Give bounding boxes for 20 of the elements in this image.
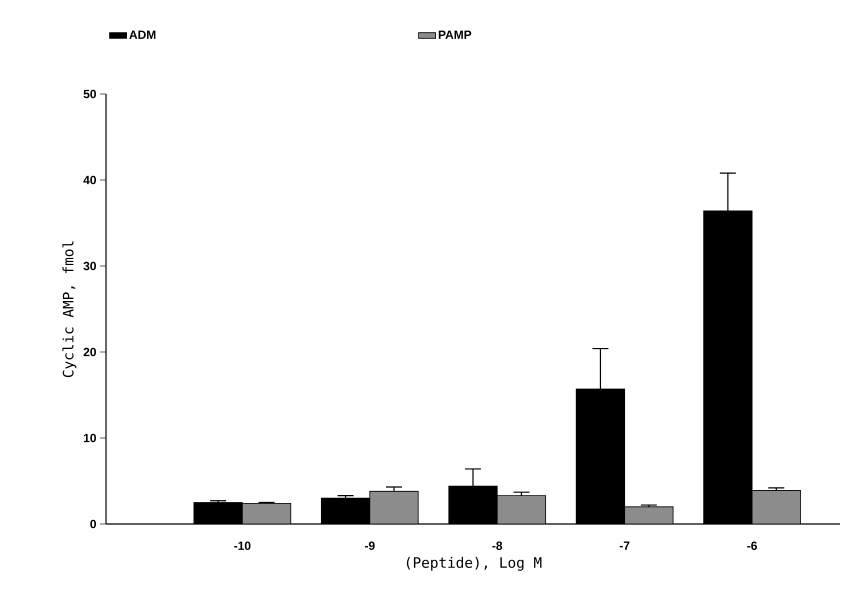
legend-label: PAMP xyxy=(438,30,472,39)
bar xyxy=(752,490,801,524)
y-tick-label: 50 xyxy=(84,90,96,98)
x-tick-label: -10 xyxy=(234,542,250,550)
legend-label: ADM xyxy=(129,30,156,39)
y-tick-label: 40 xyxy=(83,176,96,184)
x-axis-title: (Peptide), Log M xyxy=(406,556,542,571)
y-tick-label: 30 xyxy=(83,262,96,270)
x-tick-label: -6 xyxy=(747,542,757,550)
bar xyxy=(369,490,419,524)
bar xyxy=(242,502,292,524)
bar xyxy=(624,506,674,524)
bar xyxy=(496,495,546,524)
y-tick-label: 20 xyxy=(84,348,96,356)
y-tick-label: 0 xyxy=(90,520,96,528)
y-axis-title: Cyclic AMP, fmol xyxy=(62,241,76,378)
y-tick-label: 10 xyxy=(84,434,96,442)
x-tick-label: -9 xyxy=(364,542,375,550)
x-tick-label: -7 xyxy=(620,542,630,550)
x-tick-label: -8 xyxy=(492,542,502,550)
